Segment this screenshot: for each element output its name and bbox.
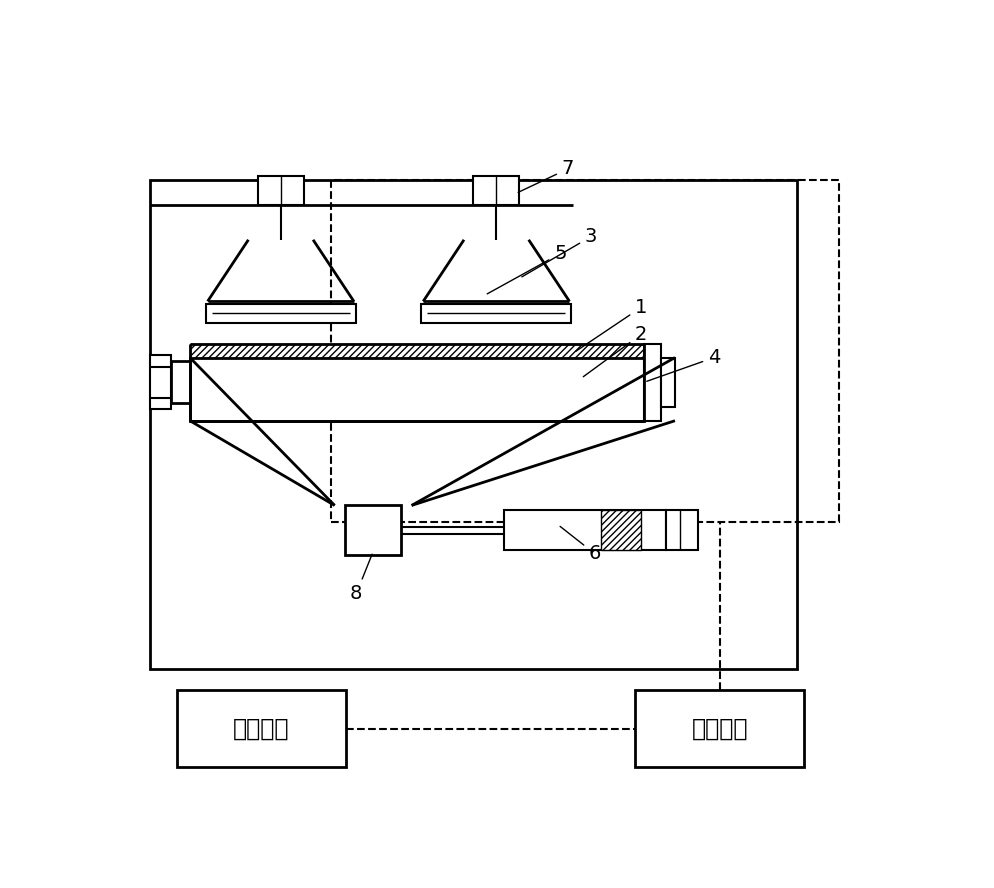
Bar <box>177 690 346 767</box>
Text: 2: 2 <box>583 325 647 377</box>
Bar <box>171 361 190 403</box>
Text: 3: 3 <box>522 227 597 277</box>
Text: 7: 7 <box>518 159 575 193</box>
Bar <box>473 176 520 205</box>
Bar <box>601 511 641 551</box>
Text: 1: 1 <box>576 297 647 352</box>
Text: 控制系统: 控制系统 <box>692 717 747 741</box>
Bar <box>331 179 839 522</box>
Bar <box>666 511 698 551</box>
Bar <box>346 505 401 556</box>
Bar <box>635 690 804 767</box>
Bar <box>206 304 356 323</box>
Bar <box>661 358 675 407</box>
Text: 检测机构: 检测机构 <box>234 717 289 741</box>
Text: 4: 4 <box>647 348 721 381</box>
Bar <box>644 344 661 421</box>
Bar <box>150 355 171 409</box>
Bar <box>190 358 644 421</box>
Bar <box>421 304 572 323</box>
Bar <box>504 511 666 551</box>
Bar <box>257 176 304 205</box>
Bar <box>150 179 796 669</box>
Text: 5: 5 <box>487 244 567 294</box>
Text: 6: 6 <box>560 527 601 563</box>
Bar <box>190 344 644 358</box>
Text: 8: 8 <box>350 554 372 603</box>
